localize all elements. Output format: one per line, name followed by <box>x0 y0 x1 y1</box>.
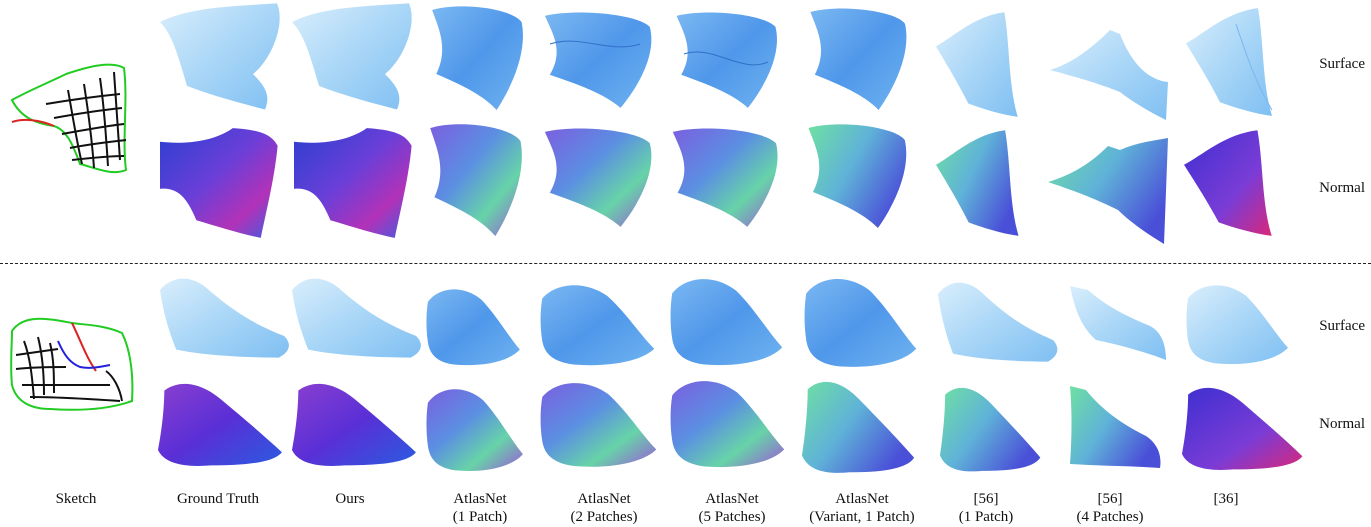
row-label-top-normal: Normal <box>1319 180 1365 196</box>
top-normal-atlasnet-1 <box>430 124 522 237</box>
top-surface-56-4 <box>1050 30 1168 120</box>
bottom-surface-atlasnet-variant <box>804 279 917 367</box>
col-label-ground-truth: Ground Truth <box>176 491 260 507</box>
sketch-top <box>10 63 128 174</box>
row-label-bottom-surface: Surface <box>1319 318 1365 334</box>
bottom-surface-56-1 <box>938 282 1058 362</box>
top-surface-36 <box>1186 8 1273 116</box>
bottom-normal-ours <box>292 383 416 466</box>
row-label-top-surface: Surface <box>1319 56 1365 72</box>
top-surface-atlasnet-2 <box>544 12 652 108</box>
col-label-atlasnet-variant: AtlasNet (Variant, 1 Patch) <box>809 491 915 525</box>
bottom-normal-row <box>158 381 1303 473</box>
col-label-atlasnet-5: AtlasNet (5 Patches) <box>698 491 766 525</box>
col-label-36: [36] <box>1213 491 1239 507</box>
top-normal-row <box>160 124 1272 244</box>
col-label-56-4: [56] (4 Patches) <box>1076 491 1144 525</box>
bottom-normal-36 <box>1182 387 1303 470</box>
col-label-ours: Ours <box>335 491 365 507</box>
bottom-surface-atlasnet-1 <box>426 289 520 366</box>
top-normal-atlasnet-2 <box>544 128 652 227</box>
col-label-atlasnet-2: AtlasNet (2 Patches) <box>570 491 638 525</box>
bottom-normal-atlasnet-1 <box>426 389 523 471</box>
top-normal-56-4 <box>1048 138 1168 244</box>
bottom-normal-ground-truth <box>158 383 282 466</box>
bottom-normal-56-4 <box>1070 386 1161 468</box>
top-surface-row <box>160 3 1273 120</box>
bottom-surface-ours <box>292 278 421 358</box>
bottom-surface-ground-truth <box>160 278 289 358</box>
bottom-surface-36 <box>1186 285 1288 365</box>
top-surface-atlasnet-5 <box>676 12 777 108</box>
col-label-sketch: Sketch <box>55 491 97 507</box>
top-surface-atlasnet-1 <box>432 6 523 110</box>
top-normal-56-1 <box>936 130 1019 236</box>
top-normal-atlasnet-5 <box>672 128 778 227</box>
top-normal-ground-truth <box>160 128 278 238</box>
bottom-surface-atlasnet-5 <box>670 279 783 366</box>
bottom-normal-atlasnet-variant <box>802 381 915 473</box>
bottom-normal-atlasnet-5 <box>670 381 785 468</box>
top-normal-ours <box>294 128 412 238</box>
section-divider <box>0 263 1371 264</box>
col-label-atlasnet-1: AtlasNet (1 Patch) <box>452 491 508 525</box>
top-normal-36 <box>1184 130 1272 236</box>
bottom-surface-56-4 <box>1070 286 1166 360</box>
bottom-normal-56-1 <box>940 387 1041 472</box>
bottom-normal-atlasnet-2 <box>540 383 657 467</box>
sketch-bottom <box>10 317 134 411</box>
col-label-56-1: [56] (1 Patch) <box>958 491 1014 525</box>
figure-artwork <box>10 3 1303 473</box>
row-label-bottom-normal: Normal <box>1319 416 1365 432</box>
bottom-surface-row <box>160 278 1288 367</box>
top-normal-atlasnet-variant <box>808 124 907 228</box>
top-surface-atlasnet-variant <box>810 8 907 110</box>
bottom-surface-atlasnet-2 <box>540 285 655 366</box>
top-surface-56-1 <box>936 12 1018 117</box>
top-surface-ground-truth <box>160 3 280 110</box>
top-surface-ours <box>292 3 412 110</box>
